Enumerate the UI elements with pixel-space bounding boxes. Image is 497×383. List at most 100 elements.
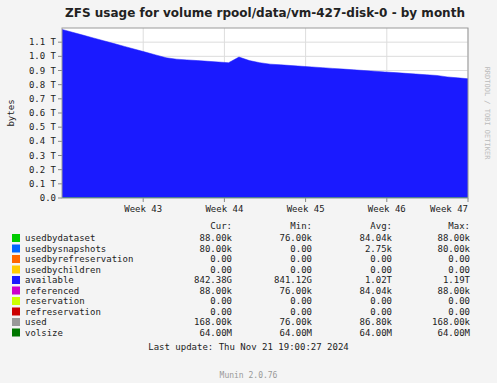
axis-label: bytes [6,99,16,126]
legend-swatch [12,245,20,253]
plot-area [62,28,468,198]
tick-label: Week 45 [287,204,325,214]
legend-header: Max: [448,221,470,231]
legend-label: used [25,317,47,327]
annotation: Last update: Thu Nov 21 19:00:27 2024 [148,342,348,352]
tick-label: 0.7 T [29,94,57,104]
tick-label: 0.9 T [29,66,57,76]
watermark: RRDTOOL / TOBI OETIKER [483,67,491,161]
legend-label: reservation [25,296,85,306]
legend-label: usedbydataset [25,233,95,243]
legend-swatch [12,287,20,295]
tick [58,127,62,128]
tick [58,98,62,99]
tick [58,56,62,57]
legend-value: 0.00 [448,307,470,317]
legend-value: 0.00 [210,254,232,264]
tick-label: Week 46 [368,204,406,214]
tick-label: 0.1 T [29,179,57,189]
legend-value: 0.00 [448,254,470,264]
tick-label: Week 43 [124,204,162,214]
legend-value: 168.00k [194,317,233,327]
legend-label: usedbyrefreservation [25,254,133,264]
legend-header: Cur: [210,221,232,231]
legend-value: 0.00 [370,307,392,317]
legend-label: volsize [25,328,63,338]
legend-value: 64.00M [279,328,312,338]
legend-value: 80.00k [199,244,232,254]
tick [58,198,62,199]
legend-value: 76.00k [279,317,312,327]
tick [58,113,62,114]
grid [62,28,468,198]
legend-value: 84.04k [359,286,392,296]
legend-swatch [12,308,20,316]
annotation: Munin 2.0.76 [220,371,278,380]
tick [58,141,62,142]
tick [386,198,387,202]
legend-value: 88.00k [437,286,470,296]
tick-label: 1.0 T [29,51,57,61]
legend-swatch [12,255,20,263]
tick-label: 0.2 T [29,165,57,175]
legend-header: Min: [290,221,312,231]
tick-label: 0.4 T [29,136,57,146]
legend-label: usedbychildren [25,265,101,275]
legend-value: 0.00 [290,254,312,264]
legend-value: 0.00 [370,265,392,275]
legend-header: Avg: [370,221,392,231]
series-group [62,29,468,198]
tick [305,198,306,202]
tick-label: Week 47 [430,204,468,214]
title: ZFS usage for volume rpool/data/vm-427-d… [65,6,465,20]
tick [224,198,225,202]
legend-value: 86.80k [359,317,392,327]
tick [58,70,62,71]
legend-swatch [12,234,20,242]
tick-label: 0.0 [40,193,56,203]
legend-value: 88.00k [199,233,232,243]
legend-label: usedbysnapshots [25,244,106,254]
legend-value: 0.00 [448,265,470,275]
legend-value: 88.00k [437,233,470,243]
legend-value: 842.38G [194,275,232,285]
legend-value: 64.00M [199,328,232,338]
tick [58,169,62,170]
legend-value: 76.00k [279,233,312,243]
legend-value: 168.00k [432,317,471,327]
legend-value: 0.00 [448,296,470,306]
legend-value: 0.00 [210,296,232,306]
legend-value: 84.04k [359,233,392,243]
legend-value: 0.00 [370,296,392,306]
tick [468,198,469,202]
legend-value: 0.00 [290,296,312,306]
legend-value: 0.00 [210,307,232,317]
tick-label: Week 44 [205,204,243,214]
legend-swatch [12,276,20,284]
area [62,29,468,198]
legend-label: available [25,275,74,285]
legend-swatch [12,329,20,337]
tick-label: 0.5 T [29,122,57,132]
legend-value: 0.00 [290,265,312,275]
legend-value: 64.00M [437,328,470,338]
legend-swatch [12,266,20,274]
legend-label: referenced [25,286,79,296]
legend-value: 841.12G [274,275,312,285]
tick-label: 0.3 T [29,151,57,161]
legend-value: 0.00 [370,254,392,264]
tick [58,42,62,43]
legend-swatch [12,318,20,326]
legend-swatch [12,297,20,305]
legend-value: 64.00M [359,328,392,338]
legend-value: 80.00k [437,244,470,254]
legend-value: 0.00 [290,244,312,254]
tick-label: 1.1 T [29,37,57,47]
tick [58,84,62,85]
grid-line [62,42,468,43]
legend-value: 0.00 [290,307,312,317]
legend-value: 1.02T [365,275,393,285]
tick-label: 0.6 T [29,108,57,118]
legend-value: 2.75k [365,244,393,254]
legend-value: 0.00 [210,265,232,275]
